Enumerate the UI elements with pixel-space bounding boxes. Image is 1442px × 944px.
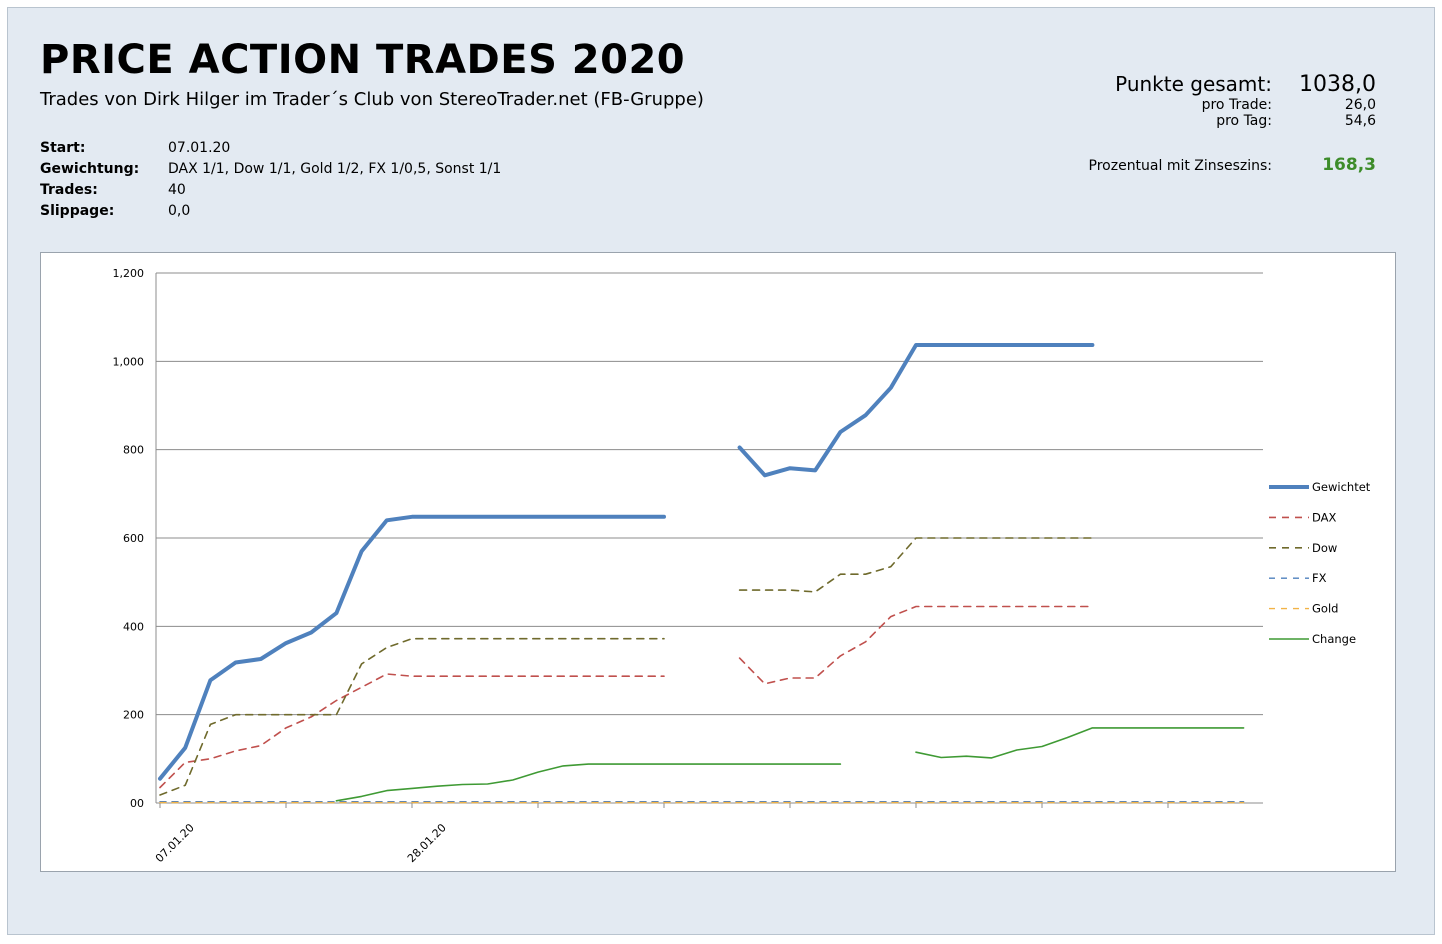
- legend-label: DAX: [1312, 510, 1337, 524]
- legend-label: Gewichtet: [1312, 480, 1371, 494]
- stat-per-trade: pro Trade: 26,0: [1046, 97, 1376, 113]
- meta-value: 0,0: [168, 203, 191, 219]
- stat-total-label: Punkte gesamt:: [1115, 72, 1272, 96]
- chart-area: 00 200 400 600 800 1,000 1,200 07.01.20 28.01.20…: [40, 252, 1396, 872]
- stat-per-day: pro Tag: 54,6: [1046, 113, 1376, 129]
- meta-label: Trades:: [40, 182, 98, 198]
- series-line-dow: [159, 537, 1094, 796]
- legend-label: FX: [1312, 571, 1327, 585]
- report-subtitle: Trades von Dirk Hilger im Trader´s Club …: [40, 89, 704, 110]
- stat-percent: Prozentual mit Zinseszins: 168,3: [1046, 155, 1376, 175]
- x-tick-label: 28.01.20: [405, 821, 449, 865]
- stat-total: Punkte gesamt: 1038,0: [1046, 72, 1376, 97]
- report-title: PRICE ACTION TRADES 2020: [40, 37, 686, 83]
- x-tick-label: 07.01.20: [153, 821, 197, 865]
- series-line-change: [335, 727, 1245, 802]
- legend-label: Gold: [1312, 602, 1338, 616]
- meta-row-trades: Trades: 40: [40, 182, 501, 203]
- stat-per-trade-label: pro Trade:: [1201, 97, 1272, 113]
- legend-label: Dow: [1312, 541, 1337, 555]
- stat-total-value: 1038,0: [1299, 72, 1376, 97]
- stat-percent-value: 168,3: [1322, 155, 1376, 175]
- line-chart: 00 200 400 600 800 1,000 1,200 07.01.20 28.01.20…: [113, 267, 1371, 865]
- stats-summary: Punkte gesamt: 1038,0 pro Trade: 26,0 pr…: [1046, 72, 1376, 175]
- meta-value: DAX 1/1, Dow 1/1, Gold 1/2, FX 1/0,5, So…: [168, 161, 502, 177]
- stat-per-trade-value: 26,0: [1344, 97, 1376, 113]
- meta-value: 07.01.20: [168, 140, 231, 156]
- y-tick-label: 00: [130, 797, 144, 810]
- sheet-column-strip: [0, 0, 1442, 7]
- meta-label: Start:: [40, 140, 86, 156]
- legend-label: Change: [1312, 632, 1356, 646]
- meta-label: Slippage:: [40, 203, 115, 219]
- meta-value: 40: [168, 182, 186, 198]
- y-tick-label: 1,200: [113, 267, 145, 280]
- stat-per-day-label: pro Tag:: [1216, 113, 1272, 129]
- stat-per-day-value: 54,6: [1344, 113, 1376, 129]
- stat-percent-label: Prozentual mit Zinseszins:: [1088, 158, 1272, 174]
- meta-label: Gewichtung:: [40, 161, 140, 177]
- meta-row-start: Start: 07.01.20: [40, 140, 501, 161]
- series-line-gewichtet: [158, 343, 1095, 781]
- y-tick-label: 800: [123, 444, 144, 457]
- meta-row-slippage: Slippage: 0,0: [40, 203, 501, 224]
- series-line-dax: [159, 605, 1094, 789]
- y-tick-label: 1,000: [113, 355, 145, 368]
- y-tick-label: 400: [123, 620, 144, 633]
- y-tick-label: 600: [123, 532, 144, 545]
- y-tick-label: 200: [123, 709, 144, 722]
- meta-row-weighting: Gewichtung: DAX 1/1, Dow 1/1, Gold 1/2, …: [40, 161, 501, 182]
- meta-info: Start: 07.01.20 Gewichtung: DAX 1/1, Dow…: [40, 140, 501, 224]
